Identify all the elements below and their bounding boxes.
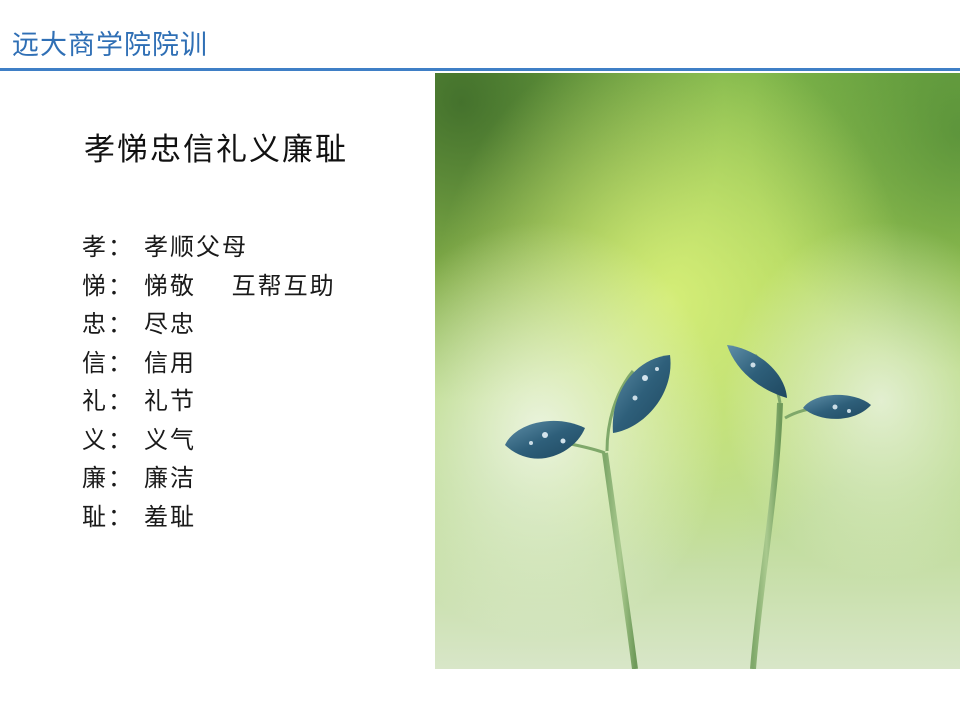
virtue-key: 耻 — [82, 502, 108, 531]
virtue-meaning: 孝顺父母 — [144, 233, 248, 261]
virtue-item: 信： 信用 — [82, 344, 336, 383]
virtue-separator: ： — [108, 233, 134, 261]
virtue-item: 义： 义气 — [82, 421, 336, 460]
virtue-meaning: 羞耻 — [144, 502, 196, 531]
virtue-meaning: 悌敬 互帮互助 — [144, 271, 336, 300]
virtue-separator: ： — [108, 502, 134, 531]
virtue-key: 悌 — [82, 271, 108, 300]
virtue-separator: ： — [108, 348, 134, 377]
virtue-separator: ： — [108, 425, 134, 454]
virtue-key: 忠 — [82, 310, 108, 338]
main-heading: 孝悌忠信礼义廉耻 — [84, 132, 348, 168]
virtue-item: 悌： 悌敬 互帮互助 — [82, 267, 336, 306]
sprout-photo — [435, 73, 960, 669]
sprout-illustration — [435, 73, 960, 669]
virtue-separator: ： — [108, 310, 134, 338]
virtue-meaning: 信用 — [144, 348, 196, 377]
virtue-key: 礼 — [82, 387, 108, 415]
virtue-item: 廉： 廉洁 — [82, 459, 336, 498]
virtue-meaning: 礼节 — [144, 387, 196, 415]
virtue-key: 孝 — [82, 233, 108, 261]
virtue-meaning: 廉洁 — [144, 464, 196, 492]
virtue-separator: ： — [108, 387, 134, 415]
virtue-meaning: 义气 — [144, 425, 196, 454]
virtue-meaning: 尽忠 — [144, 310, 196, 338]
virtue-item: 孝： 孝顺父母 — [82, 228, 336, 267]
virtue-key: 信 — [82, 348, 108, 377]
header-title: 远大商学院院训 — [12, 30, 208, 61]
virtue-list: 孝： 孝顺父母 悌： 悌敬 互帮互助 忠： 尽忠 信： 信用 礼： 礼节 义： 义气 廉：廉… — [82, 228, 336, 536]
virtue-key: 廉 — [82, 464, 108, 492]
header-divider — [0, 68, 960, 71]
virtue-key: 义 — [82, 425, 108, 454]
virtue-separator: ： — [108, 464, 134, 492]
virtue-item: 忠： 尽忠 — [82, 305, 336, 344]
virtue-separator: ： — [108, 271, 134, 300]
virtue-item: 礼： 礼节 — [82, 382, 336, 421]
virtue-item: 耻： 羞耻 — [82, 498, 336, 537]
